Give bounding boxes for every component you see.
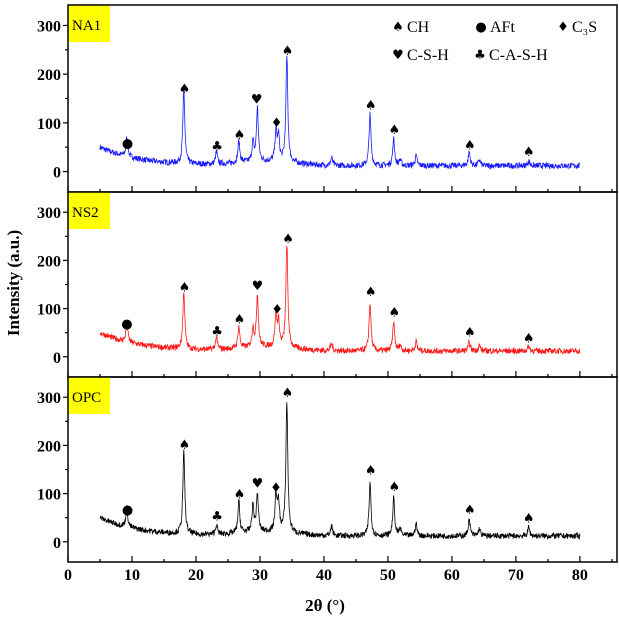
heart-marker-csh: ♥ <box>251 93 263 108</box>
x-axis-title: 2θ (°) <box>305 596 345 615</box>
x-tick-label: 80 <box>572 567 588 584</box>
panel-opc: OPC ● ♠ ♣ ♠ ♥ ♦ ♠ ♠ ♠ ♠ ♠ 0 100 200 300 <box>37 376 618 563</box>
spade-marker-ch: ♠ <box>365 98 377 113</box>
x-tick-label: 10 <box>124 567 140 584</box>
heart-marker-csh: ♥ <box>252 477 264 492</box>
y-tick-label: 0 <box>53 350 61 367</box>
y-tick-label: 100 <box>37 302 61 319</box>
spade-marker-ch: ♠ <box>179 438 191 453</box>
xrd-curve-opc <box>99 402 581 541</box>
legend-symbol-icon: ♥ <box>392 48 404 63</box>
spade-marker-ch: ♠ <box>464 138 476 153</box>
spade-marker-ch: ♠ <box>365 464 377 479</box>
legend-symbol-icon: ♠ <box>392 20 404 35</box>
y-tick-label: 200 <box>37 253 61 270</box>
club-marker-cash: ♣ <box>211 324 223 339</box>
diamond-marker-c3s: ♦ <box>271 116 283 131</box>
spade-marker-ch: ♠ <box>523 145 535 160</box>
spade-marker-ch: ♠ <box>282 44 294 59</box>
legend-label: C₃S <box>572 19 597 36</box>
spade-marker-ch: ♠ <box>234 128 246 143</box>
legend-symbol-icon: ● <box>475 20 486 35</box>
legend-item-csh: ♥ C-S-H <box>392 47 449 64</box>
spade-marker-ch: ♠ <box>389 305 401 320</box>
sample-label: NA1 <box>72 18 101 34</box>
spade-marker-ch: ♠ <box>365 285 377 300</box>
x-tick-label: 50 <box>380 567 396 584</box>
x-tick-label: 60 <box>444 567 460 584</box>
spade-marker-ch: ♠ <box>523 512 535 527</box>
y-tick-label: 300 <box>37 205 61 222</box>
circle-marker-aft: ● <box>122 503 133 518</box>
legend-label: C-A-S-H <box>489 47 548 64</box>
y-tick-label: 100 <box>37 116 61 133</box>
spade-marker-ch: ♠ <box>389 123 401 138</box>
spade-marker-ch: ♠ <box>523 331 535 346</box>
legend-label: AFt <box>490 19 515 36</box>
legend-item-c3s: ♦ C₃S <box>557 19 597 36</box>
heart-marker-csh: ♥ <box>252 279 264 294</box>
diamond-marker-c3s: ♦ <box>271 303 283 318</box>
circle-marker-aft: ● <box>122 136 133 151</box>
sample-label-bg <box>68 5 110 42</box>
legend-symbol-icon: ♦ <box>557 20 569 35</box>
y-tick-label: 100 <box>37 487 61 504</box>
club-marker-cash: ♣ <box>211 509 223 524</box>
legend-label: CH <box>407 19 430 36</box>
y-tick-label: 300 <box>37 18 61 35</box>
x-tick-label: 70 <box>508 567 524 584</box>
legend-item-aft: ● AFt <box>475 19 515 36</box>
panel-na1: NA1 ● ♠ ♣ ♠ ♥ ♦ ♠ ♠ ♠ ♠ ♠ 0 100 200 300 <box>37 4 618 193</box>
sample-label: OPC <box>72 390 101 406</box>
sample-label-bg <box>68 377 110 414</box>
spade-marker-ch: ♠ <box>389 480 401 495</box>
y-tick-label: 200 <box>37 67 61 84</box>
spade-marker-ch: ♠ <box>179 280 191 295</box>
sample-label: NS2 <box>72 205 99 221</box>
panel-ns2: NS2 ● ♠ ♣ ♠ ♥ ♦ ♠ ♠ ♠ ♠ ♠ 0 100 200 300 <box>37 191 618 378</box>
spade-marker-ch: ♠ <box>282 232 294 247</box>
x-tick-label: 30 <box>252 567 268 584</box>
y-tick-label: 0 <box>53 165 61 182</box>
xrd-curve-na1 <box>99 55 581 170</box>
spade-marker-ch: ♠ <box>282 386 294 401</box>
sample-label-bg <box>68 192 110 229</box>
x-tick-label: 20 <box>188 567 204 584</box>
legend-symbol-icon: ♣ <box>474 48 486 63</box>
y-tick-label: 300 <box>37 390 61 407</box>
x-tick-label: 40 <box>316 567 332 584</box>
spade-marker-ch: ♠ <box>234 488 246 503</box>
y-axis-title: Intensity (a.u.) <box>4 230 23 336</box>
circle-marker-aft: ● <box>121 317 132 332</box>
spade-marker-ch: ♠ <box>179 82 191 97</box>
legend-item-ch: ♠ CH <box>392 19 430 36</box>
club-marker-cash: ♣ <box>211 140 223 155</box>
spade-marker-ch: ♠ <box>234 313 246 328</box>
legend-label: C-S-H <box>407 47 449 64</box>
y-tick-label: 200 <box>37 438 61 455</box>
x-tick-label: 0 <box>64 567 72 584</box>
spade-marker-ch: ♠ <box>464 326 476 341</box>
xrd-curve-ns2 <box>99 245 581 355</box>
spade-marker-ch: ♠ <box>464 503 476 518</box>
legend-item-cash: ♣ C-A-S-H <box>474 47 548 64</box>
y-tick-label: 0 <box>53 535 61 552</box>
diamond-marker-c3s: ♦ <box>270 481 282 496</box>
